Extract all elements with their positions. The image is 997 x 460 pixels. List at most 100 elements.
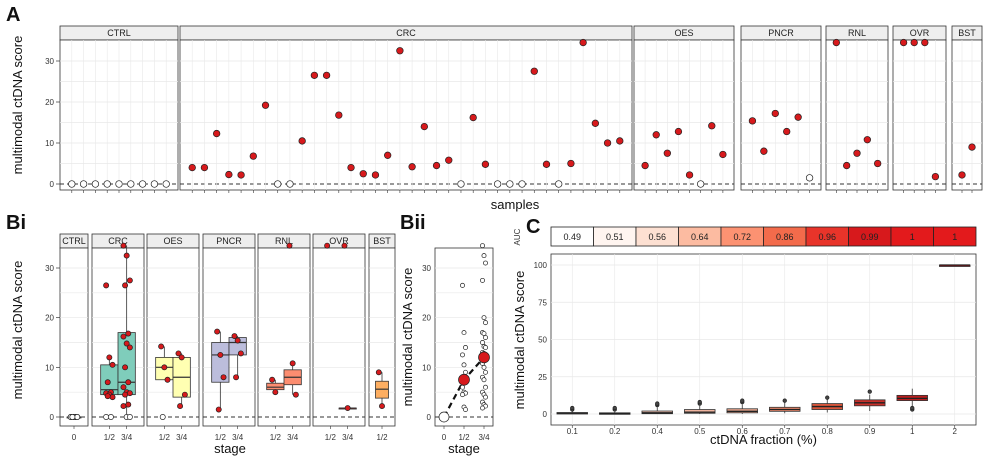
bi-facet-ctrl-group-0-point-8: [69, 414, 76, 420]
c-box-group-3-box: [684, 409, 716, 414]
bi-ytick-1: 10: [45, 363, 54, 372]
bi-ytick-0: 0: [50, 413, 55, 422]
bi-facet-crc-group-0-point-0: [103, 282, 110, 289]
a-facet-crc-point-22: [457, 180, 465, 188]
a-facet-crc-frame: [179, 39, 633, 191]
bi-facet-rnl-group-0-box: [266, 382, 285, 391]
bii-ylabel: multimodal ctDNA score: [400, 268, 415, 407]
bi-facet-pncr-group-0-box: [211, 342, 230, 383]
a-facet-bst-point-1: [968, 143, 976, 151]
a-facet-crc-point-26: [506, 180, 514, 188]
bi-facet-pncr-group-1-xlabel: 3/4: [232, 433, 244, 442]
a-facet-rnl-strip-label: RNL: [848, 28, 866, 38]
bi-facet-crc-strip-label: CRC: [108, 236, 128, 246]
a-facet-oes-strip-label: OES: [674, 28, 693, 38]
c-box-group-8-outlier-1: [910, 405, 915, 411]
bii-point-34-23: [483, 394, 488, 400]
bi-facet-crc-group-1-point-8: [122, 364, 129, 371]
bi-facet-crc-group-1-point-4: [125, 330, 132, 337]
c-auc-value-4: 0.72: [733, 232, 751, 242]
c-box-group-6-outlier-0: [825, 395, 830, 400]
bii-point-34-8: [483, 335, 488, 340]
bi-ytick-2: 20: [45, 314, 54, 323]
bi-facet-oes-group-0-point-1: [161, 364, 168, 371]
panel-label-bi: Bi: [6, 212, 26, 234]
bi-facet-rnl-group-0-point-1: [272, 389, 279, 396]
bi-facet-pncr-group-0-point-2: [220, 374, 227, 381]
bi-facet-crc-group-1-point-5: [120, 333, 127, 340]
c-ytick-1: 25: [538, 373, 547, 382]
c-xlabel: ctDNA fraction (%): [710, 432, 817, 447]
bi-xlabel: stage: [214, 441, 246, 456]
bi-facet-crc-group-0-point-9: [107, 414, 114, 420]
bi-facet-crc-group-1-point-3: [122, 282, 129, 289]
bi-facet-oes-group-1-xlabel: 3/4: [176, 433, 188, 442]
bi-ylabel: multimodal ctDNA score: [10, 261, 25, 400]
a-ytick-3: 30: [45, 57, 54, 66]
bi-facet-crc-group-0-point-1: [106, 354, 113, 361]
bii-mean-0: [438, 411, 450, 423]
c-auc-value-7: 0.99: [861, 232, 879, 242]
bii-point-12-4: [461, 362, 467, 368]
a-facet-bst-frame: [951, 39, 983, 191]
bii-point-34-11: [483, 345, 488, 350]
bi-facet-crc-group-0-xlabel: 1/2: [104, 433, 116, 442]
bi-facet-pncr-frame: [202, 247, 256, 427]
c-auc-value-8: 1: [910, 232, 915, 242]
a-facet-pncr-point-1: [760, 147, 768, 155]
a-facet-crc-point-28: [530, 67, 538, 75]
bii-mean-2: [478, 351, 490, 364]
a-facet-crc-point-10: [310, 71, 319, 79]
bi-facet-rnl-group-1-point-1: [289, 360, 296, 367]
a-ytick-0: 0: [50, 180, 55, 189]
bi-facet-crc-group-1-point-10: [120, 384, 127, 391]
a-facet-crc-point-35: [616, 137, 624, 145]
bii-ytick-0: 0: [427, 413, 432, 422]
a-facet-crc-point-11: [322, 71, 331, 79]
bii-point-12-5: [463, 369, 468, 375]
bii-mean-1: [458, 373, 470, 386]
bi-facet-crc-group-1-point-14: [125, 401, 132, 408]
c-xlabel-4: 0.6: [737, 427, 749, 436]
a-xlabel: samples: [491, 197, 540, 212]
c-auc-cell-9: [933, 226, 977, 247]
bi-facet-oes-strip-label: OES: [163, 236, 182, 246]
c-ytick-2: 50: [538, 336, 547, 345]
bi-facet-oes-group-0-point-2: [164, 376, 171, 383]
a-facet-crc-point-30: [555, 180, 563, 188]
a-facet-crc-point-15: [371, 171, 380, 179]
a-facet-rnl-point-3: [863, 136, 871, 144]
bii-point-34-3: [480, 277, 485, 283]
bi-facet-pncr-group-1-point-3: [233, 374, 240, 381]
c-ylabel: multimodal ctDNA score: [512, 271, 527, 410]
bi-facet-ovr-group-0-point-0: [324, 242, 331, 249]
a-facet-ctrl-point-8: [162, 180, 170, 188]
a-facet-oes-point-5: [697, 180, 705, 188]
c-box-group-5-outlier-0: [782, 398, 787, 403]
bi-facet-crc-group-1-point-6: [123, 340, 130, 347]
bi-facet-crc-group-1-point-9: [125, 379, 132, 386]
bi-facet-rnl-group-0-point-0: [269, 376, 276, 383]
bi-facet-oes-frame: [146, 247, 200, 427]
bi-facet-oes-group-1-point-3: [177, 403, 184, 410]
bi-facet-pncr-group-1-point-0: [231, 333, 238, 339]
a-facet-ovr-point-1: [910, 38, 918, 47]
bii-point-34-4: [481, 315, 487, 321]
a-facet-ctrl-point-7: [150, 180, 159, 188]
a-facet-pncr-point-3: [783, 127, 791, 136]
bii-point-34-16: [481, 364, 487, 370]
bi-facet-ovr-frame: [312, 247, 366, 427]
bi-facet-pncr-group-0-point-0: [214, 328, 221, 335]
bi-facet-pncr-group-1-box: [228, 337, 247, 356]
c-box-group-3-outlier-1: [697, 399, 702, 405]
c-ytick-3: 75: [538, 298, 547, 307]
bi-facet-oes-group-0-xlabel: 1/2: [159, 433, 171, 442]
a-facet-ctrl-point-2: [91, 180, 100, 188]
bi-facet-ctrl-group-0-point-7: [74, 414, 81, 420]
c-box-group-7-outlier-0: [867, 389, 872, 394]
c-xlabel-9: 2: [953, 427, 958, 436]
a-facet-rnl-point-1: [843, 161, 851, 170]
a-facet-pncr-point-0: [748, 117, 757, 125]
bii-xlabel-1: 1/2: [458, 433, 470, 442]
